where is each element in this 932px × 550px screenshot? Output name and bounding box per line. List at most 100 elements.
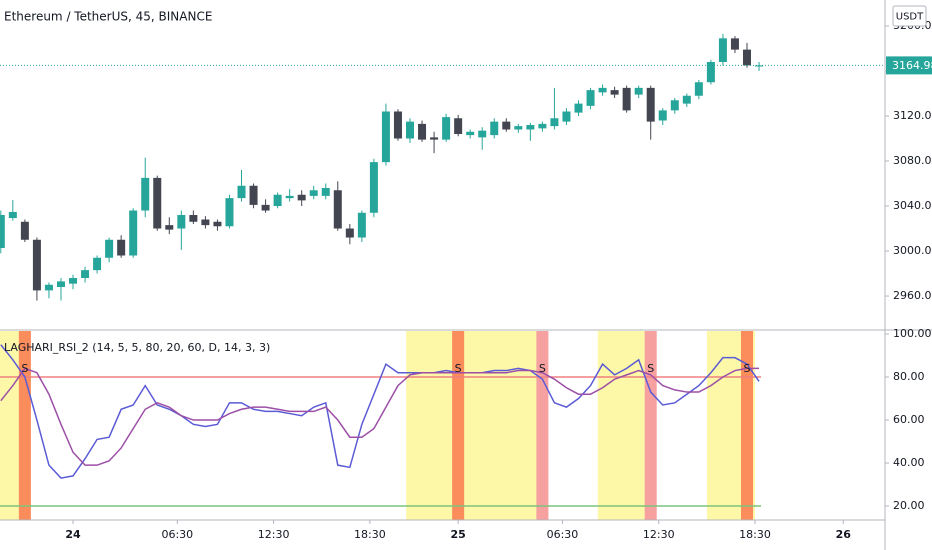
- candle-body: [393, 111, 402, 139]
- candle-body: [430, 137, 439, 140]
- signal-label: S: [539, 362, 546, 375]
- candle-body: [466, 131, 475, 136]
- zones-layer: [0, 331, 756, 520]
- candle-body: [213, 221, 222, 227]
- currency-box[interactable]: [892, 5, 927, 27]
- candle-body: [141, 177, 150, 211]
- y-tick-label: 40.00: [893, 456, 925, 469]
- candle-body: [502, 121, 511, 130]
- x-tick-label: 25: [450, 528, 465, 541]
- x-tick-label: 18:30: [354, 528, 386, 541]
- candle-body: [117, 239, 126, 256]
- y-tick-label: 3000.00: [893, 244, 932, 257]
- price-axis-bg: [885, 0, 932, 550]
- chart-title: Ethereum / TetherUS, 45, BINANCE: [4, 10, 212, 24]
- candle-body: [105, 239, 114, 258]
- candle-body: [706, 61, 715, 83]
- candle-body: [189, 215, 198, 222]
- candle-body: [622, 87, 631, 111]
- candle-body: [249, 185, 258, 205]
- candle-body: [610, 90, 619, 95]
- signal-band: [18, 331, 31, 520]
- y-tick-label: 100.00: [893, 327, 932, 340]
- candle-body: [574, 103, 583, 113]
- y-tick-label: 3080.00: [893, 154, 932, 167]
- x-tick-label: 26: [836, 528, 852, 541]
- candle-body: [478, 130, 487, 138]
- candle-body: [69, 278, 78, 284]
- y-tick-label: 3040.00: [893, 199, 932, 212]
- candle-body: [369, 162, 378, 213]
- candle-body: [261, 204, 270, 211]
- candle-body: [20, 221, 29, 240]
- indicator-line: [0, 344, 760, 479]
- candle-body: [153, 177, 162, 229]
- signal-band: [740, 331, 754, 520]
- candle-body: [634, 87, 643, 95]
- candle-body: [309, 190, 318, 196]
- axes-layer: 2960.003000.003040.003080.003120.003160.…: [65, 19, 932, 541]
- last-price-box: [886, 56, 932, 75]
- candle-body: [8, 211, 17, 219]
- signal-label: S: [647, 362, 654, 375]
- candle-body: [56, 281, 65, 288]
- signal-label: S: [455, 362, 462, 375]
- candle-body: [730, 38, 739, 50]
- zone: [406, 331, 540, 520]
- candle-body: [658, 110, 667, 121]
- x-tick-label: 12:30: [258, 528, 290, 541]
- candle-body: [321, 188, 330, 196]
- candle-body: [285, 195, 294, 199]
- candle-body: [742, 49, 751, 66]
- signal-band: [644, 331, 657, 520]
- y-tick-label: 3120.00: [893, 109, 932, 122]
- candle-body: [201, 219, 210, 226]
- candle-body: [357, 212, 366, 238]
- signal-band: [536, 331, 549, 520]
- candle-body: [333, 190, 342, 229]
- candle-body: [345, 228, 354, 238]
- candle-body: [297, 194, 306, 201]
- candle-body: [755, 65, 764, 67]
- candle-body: [538, 123, 547, 129]
- candle-body: [454, 118, 463, 135]
- signal-label: S: [744, 362, 751, 375]
- x-tick-label: 24: [65, 528, 81, 541]
- x-tick-label: 06:30: [161, 528, 193, 541]
- candle-body: [237, 185, 246, 199]
- signal-band: [452, 331, 465, 520]
- candle-body: [718, 38, 727, 62]
- candle-body: [442, 117, 451, 140]
- indicator-line: [0, 367, 760, 466]
- x-tick-label: 06:30: [547, 528, 579, 541]
- y-tick-label: 2960.00: [893, 289, 932, 302]
- candle-body: [273, 194, 282, 207]
- signal-label: S: [21, 362, 28, 375]
- candle-body: [514, 126, 523, 130]
- candle-body: [586, 90, 595, 106]
- candle-body: [550, 118, 559, 127]
- candle-body: [177, 215, 186, 229]
- candle-body: [646, 87, 655, 122]
- candle-body: [225, 198, 234, 227]
- candle-body: [598, 87, 607, 93]
- candle-body: [32, 239, 41, 291]
- y-tick-label: 60.00: [893, 413, 925, 426]
- x-tick-label: 18:30: [739, 528, 771, 541]
- candle-body: [406, 121, 415, 139]
- candle-body: [129, 210, 138, 256]
- indicator-title: LAGHARI_RSI_2 (14, 5, 5, 80, 20, 60, D, …: [4, 341, 270, 354]
- x-tick-label: 12:30: [643, 528, 675, 541]
- candle-body: [562, 111, 571, 122]
- candle-body: [526, 125, 535, 130]
- last-price-label: 3164.98: [892, 59, 932, 72]
- candle-body: [165, 225, 174, 230]
- candle-body: [670, 100, 679, 111]
- currency[interactable]: USDT: [896, 12, 924, 23]
- y-tick-label: 20.00: [893, 499, 925, 512]
- candle-body: [381, 111, 390, 163]
- zone: [0, 331, 21, 520]
- candle-body: [694, 82, 703, 96]
